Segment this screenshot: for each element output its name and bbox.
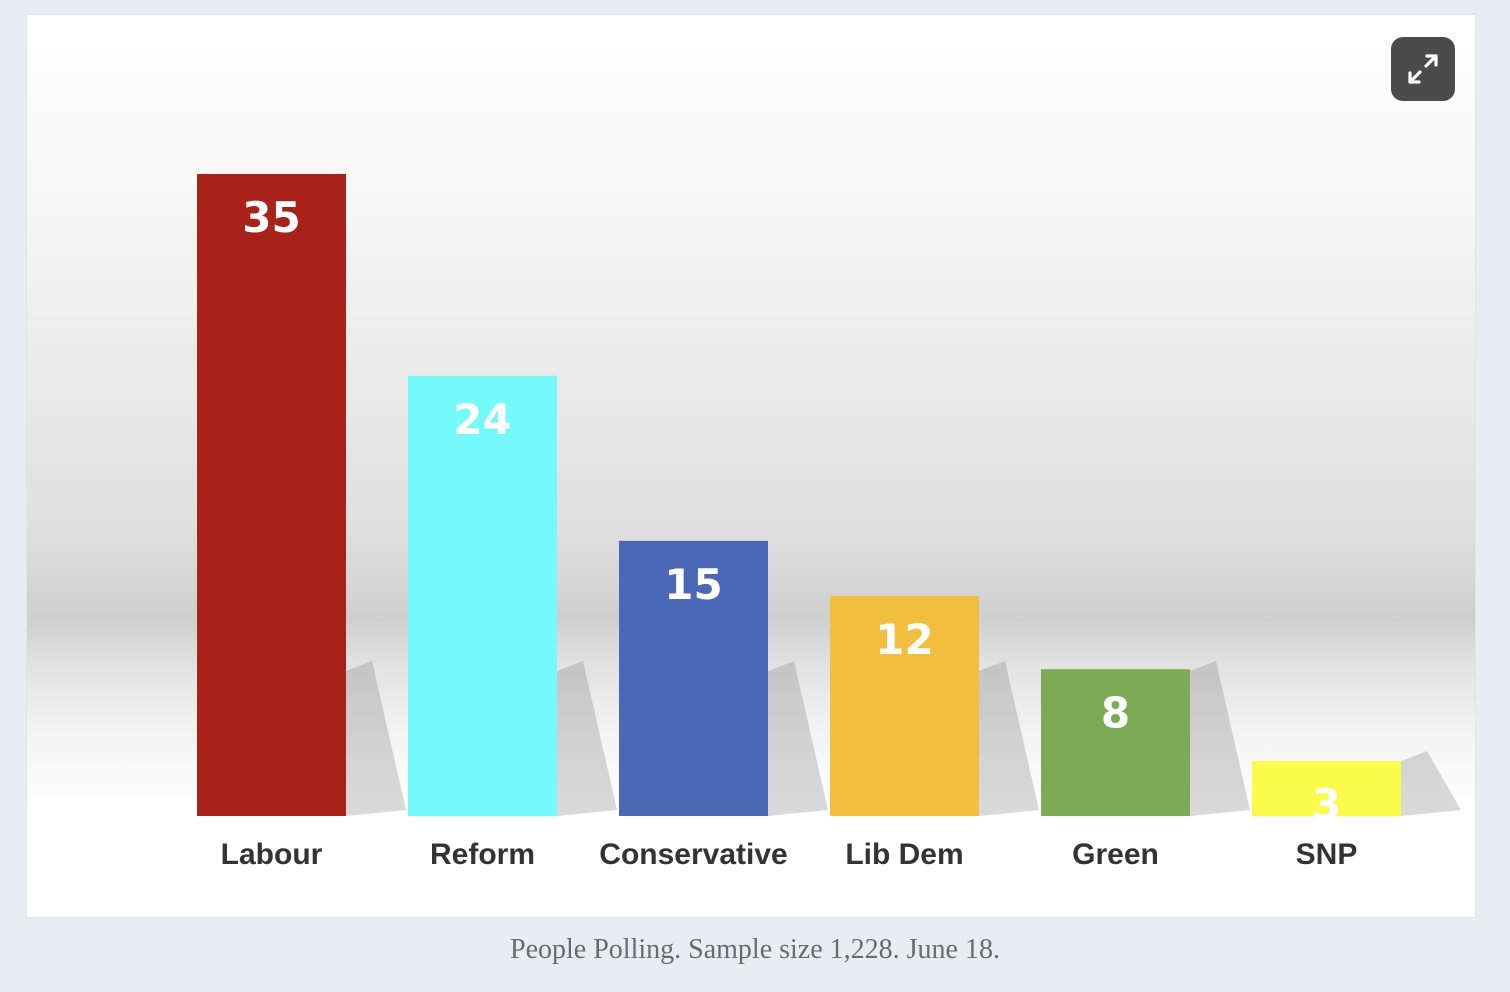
expand-arrows-icon: [1408, 54, 1438, 84]
value-label: 12: [875, 615, 933, 664]
bar-shadow: [1401, 750, 1461, 816]
category-label: SNP: [1296, 838, 1358, 871]
value-label: 35: [242, 193, 300, 242]
category-label: Conservative: [599, 838, 787, 871]
chart-frame: 35 24 15 12 8 3 Labour Reform Conservative Lib D…: [27, 15, 1475, 917]
bar-chart: 35 24 15 12 8 3 Labour Reform Conservative Lib D…: [197, 174, 1461, 871]
category-label: Lib Dem: [845, 838, 963, 871]
value-labels: 35 24 15 12 8 3: [242, 193, 1341, 829]
bar-snp: [1252, 760, 1401, 816]
bar-reform: [408, 375, 557, 816]
bar-shadow: [557, 661, 617, 816]
category-label: Reform: [430, 838, 535, 871]
value-label: 15: [664, 560, 722, 609]
bar-green: [1041, 669, 1190, 816]
bar-shadow: [768, 661, 828, 816]
expand-button[interactable]: [1391, 37, 1455, 101]
bar-shadows: [346, 661, 1461, 816]
bar-labour: [197, 174, 346, 816]
value-label: 8: [1101, 688, 1130, 737]
category-label: Labour: [221, 838, 323, 871]
value-label: 24: [453, 395, 511, 444]
category-labels: Labour Reform Conservative Lib Dem Green SNP: [221, 838, 1358, 871]
bar-shadow: [1190, 661, 1250, 816]
bar-shadow: [979, 661, 1039, 816]
bar-conservative: [619, 540, 768, 816]
bar-lib-dem: [830, 595, 979, 816]
bar-shadow: [346, 661, 406, 816]
category-label: Green: [1072, 838, 1159, 871]
figure-caption: People Polling. Sample size 1,228. June …: [510, 934, 1000, 965]
value-label: 3: [1312, 780, 1341, 829]
bars: [197, 174, 1401, 816]
